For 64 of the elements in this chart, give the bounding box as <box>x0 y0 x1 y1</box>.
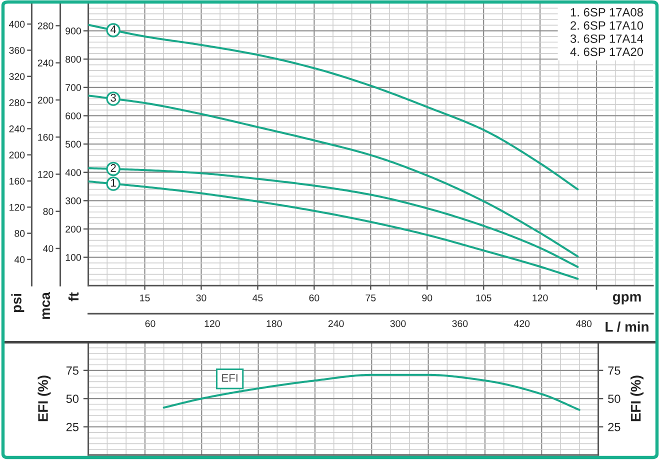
y3-tick-label: 400 <box>9 20 25 28</box>
y3-tick-label: 240 <box>9 125 25 132</box>
y2-tick-label: 80 <box>43 208 54 215</box>
y3-tick-label: 160 <box>10 178 25 185</box>
y-tick-label: 50 <box>66 394 79 403</box>
y3-tick-label: 280 <box>9 99 25 106</box>
x2-tick-label: 300 <box>390 320 406 328</box>
y2-axis-title: EFI (%) <box>630 376 644 422</box>
x2-tick-label: 180 <box>266 320 282 328</box>
y2-tick-label: 240 <box>38 60 54 66</box>
x-tick-label: 60 <box>309 294 320 302</box>
x2-axis-title: L / min <box>606 322 648 332</box>
series-label: 2 <box>110 164 116 172</box>
y3-tick-label: 200 <box>9 152 25 158</box>
legend-label: 1 <box>111 178 116 187</box>
y-tick-label: 100 <box>66 254 81 261</box>
y3-tick-label: 320 <box>9 73 25 80</box>
x-axis-title: gpm <box>612 294 641 304</box>
y2-tick-label: 50 <box>608 394 620 403</box>
y2-tick-label: 160 <box>38 134 54 141</box>
y-tick-label: 500 <box>66 140 81 148</box>
y2-tick-label: 280 <box>38 22 54 30</box>
y2-tick-label: 75 <box>608 366 620 375</box>
y3-axis-title: psi <box>11 294 24 312</box>
x2-tick-label: 120 <box>204 320 220 328</box>
y-axis-title: ft <box>68 292 79 302</box>
series-label: 3 <box>110 94 116 102</box>
y2-tick-label: 200 <box>38 96 54 104</box>
annotation: 1. 6SP 17A08 <box>570 8 643 17</box>
annotation: 4. 6SP 17A20 <box>570 48 644 56</box>
x-tick-label: 15 <box>140 294 150 302</box>
y2-tick-label: 25 <box>608 422 620 432</box>
y3-tick-label: 120 <box>10 204 25 211</box>
x-tick-label: 90 <box>422 294 432 302</box>
y2-tick-label: 40 <box>43 245 54 252</box>
y-tick-label: 600 <box>66 112 81 120</box>
y-tick-label: 25 <box>66 422 78 432</box>
y-tick-label: 400 <box>65 169 81 176</box>
x-tick-label: 120 <box>532 294 548 302</box>
y-tick-label: 200 <box>66 226 81 233</box>
annotation: 2. 6SP 17A10 <box>570 21 644 30</box>
x2-tick-label: 240 <box>328 320 344 328</box>
y-tick-label: 300 <box>66 197 81 204</box>
y2-tick-label: 120 <box>38 170 54 178</box>
x-tick-label: 105 <box>476 294 492 302</box>
x-tick-label: 75 <box>366 294 376 302</box>
y-tick-label: 900 <box>66 28 81 34</box>
y3-tick-label: 40 <box>14 256 25 264</box>
x2-tick-label: 480 <box>576 320 592 328</box>
x2-tick-label: 420 <box>514 320 530 328</box>
x2-tick-label: 60 <box>145 320 156 328</box>
x2-tick-label: 360 <box>452 320 468 328</box>
series-label: EFI <box>222 374 238 382</box>
y-tick-label: 700 <box>66 84 81 92</box>
y-tick-label: 800 <box>66 56 81 63</box>
y2-axis-title: mca <box>42 292 50 319</box>
annotation: 3. 6SP 17A14 <box>570 34 644 43</box>
y3-tick-label: 360 <box>9 46 25 54</box>
series-label: 4 <box>110 25 116 34</box>
x-tick-label: 45 <box>252 294 263 302</box>
y-axis-title: EFI (%) <box>38 376 51 422</box>
x-tick-label: 30 <box>196 294 206 302</box>
y3-tick-label: 80 <box>14 230 25 237</box>
y-tick-label: 75 <box>66 366 78 375</box>
